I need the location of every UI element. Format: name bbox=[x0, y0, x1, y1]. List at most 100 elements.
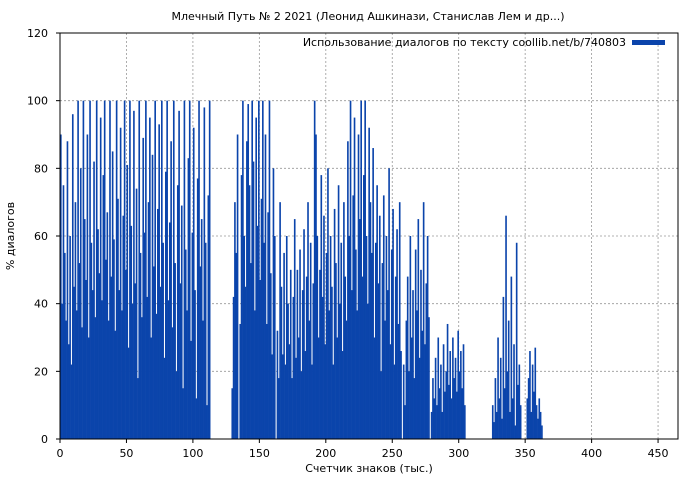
bar bbox=[421, 330, 424, 439]
bar bbox=[347, 141, 349, 439]
bar bbox=[202, 320, 204, 439]
bar bbox=[541, 425, 543, 439]
x-tick-label: 0 bbox=[57, 447, 64, 460]
bar bbox=[433, 398, 436, 439]
bar bbox=[263, 242, 265, 439]
bar bbox=[231, 388, 234, 439]
bar bbox=[448, 384, 450, 439]
bar bbox=[260, 198, 263, 439]
bar bbox=[497, 337, 499, 439]
bar bbox=[83, 219, 86, 439]
bar bbox=[190, 340, 192, 439]
bar bbox=[325, 252, 328, 439]
bar bbox=[157, 208, 159, 439]
bar bbox=[324, 344, 327, 439]
bar bbox=[389, 344, 392, 439]
bar bbox=[285, 236, 288, 439]
bar bbox=[454, 357, 457, 439]
x-tick-label: 200 bbox=[315, 447, 336, 460]
bar bbox=[208, 100, 211, 440]
bar bbox=[69, 236, 71, 439]
bar bbox=[134, 283, 137, 439]
bars bbox=[60, 100, 543, 440]
bar bbox=[186, 310, 188, 439]
bar bbox=[317, 337, 320, 439]
bar bbox=[359, 219, 361, 439]
bar bbox=[511, 398, 514, 439]
bar bbox=[246, 141, 248, 439]
bar bbox=[77, 100, 79, 440]
bar bbox=[172, 100, 175, 440]
bar bbox=[428, 317, 430, 439]
bar bbox=[138, 100, 141, 440]
bar bbox=[397, 323, 400, 439]
bar bbox=[272, 168, 275, 440]
bar bbox=[125, 269, 127, 439]
bar bbox=[409, 236, 412, 439]
bar bbox=[149, 117, 151, 439]
bar bbox=[410, 337, 413, 439]
bar bbox=[102, 175, 105, 439]
bar bbox=[142, 137, 145, 439]
bar bbox=[458, 371, 461, 439]
bar bbox=[289, 269, 292, 439]
bar bbox=[505, 215, 507, 439]
y-tick-label: 60 bbox=[34, 230, 48, 243]
bar bbox=[107, 320, 110, 439]
y-tick-label: 120 bbox=[27, 27, 48, 40]
bar bbox=[370, 252, 373, 439]
bar bbox=[394, 276, 397, 439]
y-tick-label: 20 bbox=[34, 365, 48, 378]
legend-label: Использование диалогов по тексту coollib… bbox=[303, 36, 626, 49]
bar bbox=[363, 175, 365, 439]
bar bbox=[161, 100, 163, 440]
bar bbox=[155, 313, 158, 439]
bar bbox=[70, 364, 73, 439]
bar bbox=[377, 283, 380, 439]
bar bbox=[356, 310, 359, 439]
bar bbox=[183, 100, 186, 440]
bar bbox=[319, 269, 321, 439]
bar bbox=[446, 323, 449, 439]
bar bbox=[63, 252, 66, 439]
bar bbox=[367, 303, 369, 439]
bar bbox=[86, 134, 89, 439]
bar bbox=[281, 354, 284, 439]
bar bbox=[90, 242, 93, 439]
bar bbox=[164, 171, 167, 439]
bar bbox=[292, 296, 295, 439]
bar bbox=[332, 364, 335, 439]
bar bbox=[184, 249, 187, 439]
bar bbox=[390, 249, 393, 439]
bar bbox=[461, 388, 463, 439]
bar bbox=[373, 337, 376, 439]
bar bbox=[299, 249, 301, 439]
bar bbox=[65, 320, 67, 439]
bar bbox=[386, 290, 389, 439]
bar bbox=[154, 100, 156, 440]
bar bbox=[81, 327, 83, 439]
bar bbox=[175, 371, 178, 439]
bar bbox=[507, 320, 510, 439]
bar bbox=[388, 168, 390, 440]
bar bbox=[301, 290, 304, 439]
bar bbox=[256, 225, 259, 439]
x-tick-label: 300 bbox=[448, 447, 469, 460]
legend: Использование диалогов по тексту coollib… bbox=[303, 36, 665, 49]
bar bbox=[341, 351, 344, 439]
bar bbox=[82, 100, 85, 440]
bar bbox=[196, 178, 199, 439]
bar bbox=[287, 303, 289, 439]
bar bbox=[331, 286, 333, 439]
bar bbox=[288, 344, 291, 439]
bar bbox=[444, 391, 446, 439]
bar bbox=[262, 100, 264, 440]
bar bbox=[192, 127, 195, 439]
bar bbox=[110, 276, 113, 439]
bar bbox=[417, 219, 420, 439]
bar bbox=[420, 269, 422, 439]
bar bbox=[360, 100, 362, 440]
bar bbox=[380, 371, 382, 439]
bar bbox=[293, 219, 296, 439]
bar bbox=[191, 232, 194, 439]
